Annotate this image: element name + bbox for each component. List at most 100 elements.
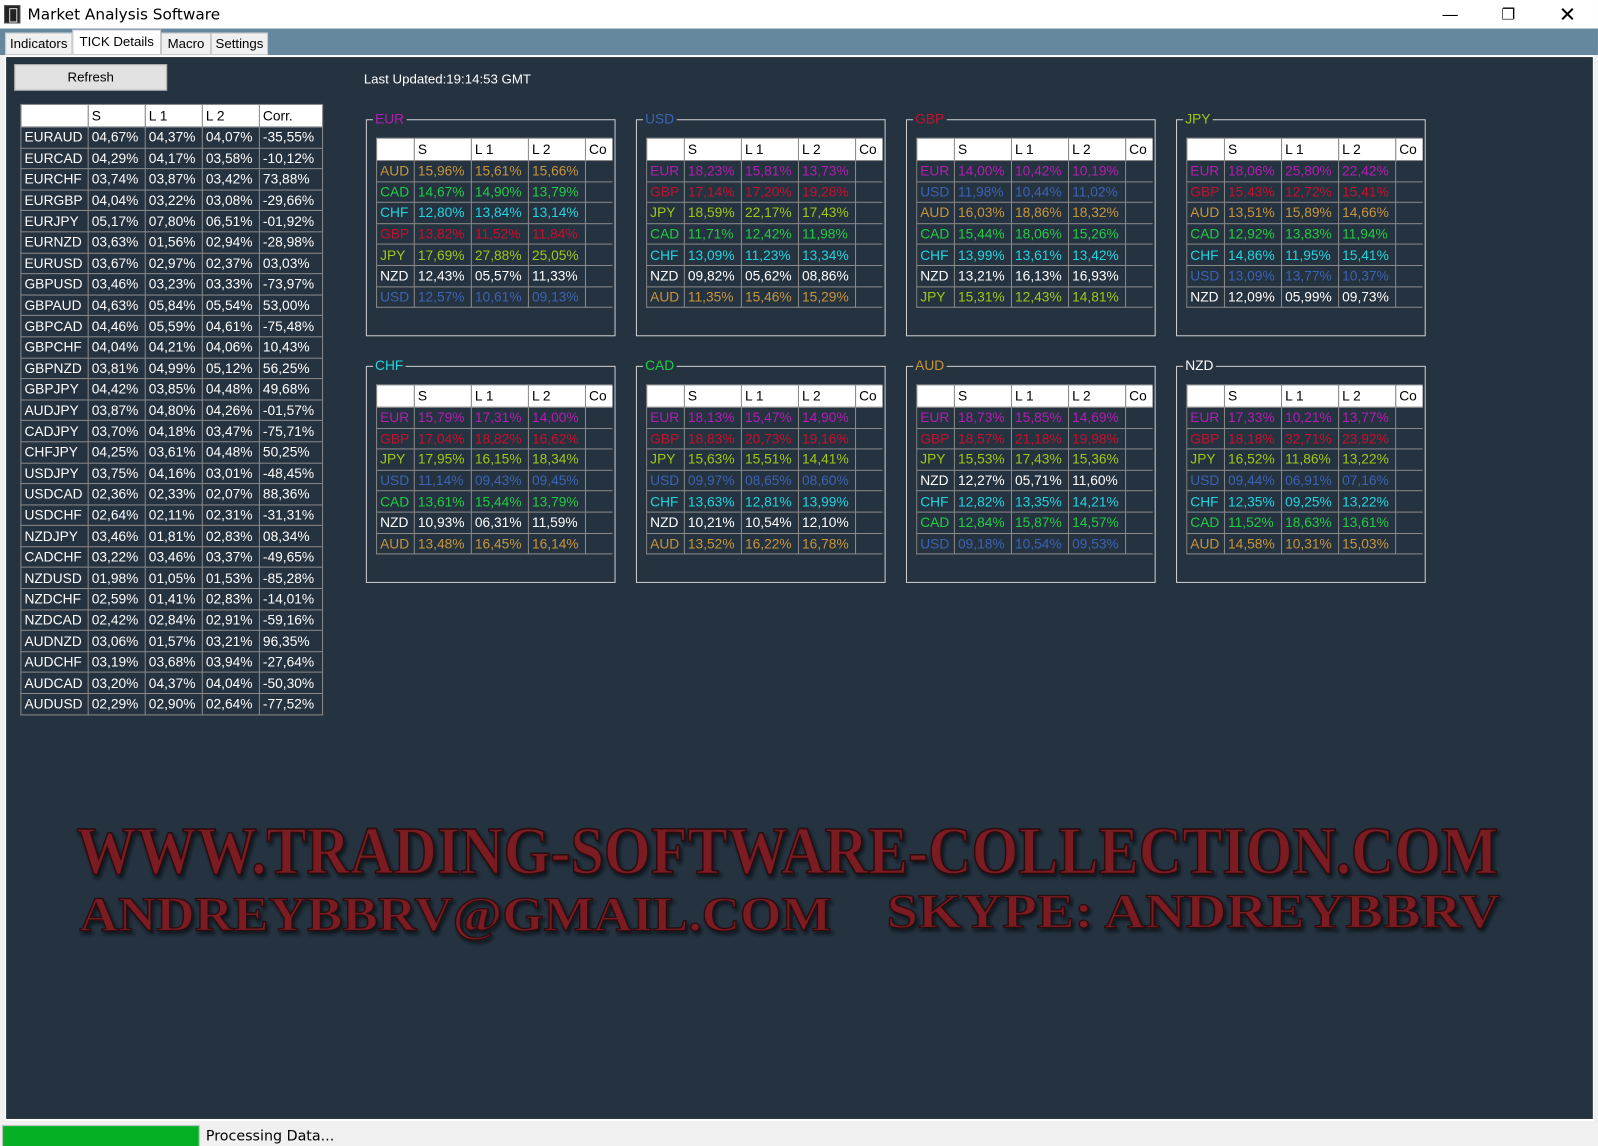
table-row[interactable]: NZD 12,43% 05,57% 11,33% bbox=[376, 264, 613, 287]
table-row[interactable]: EURUSD 03,67% 02,97% 02,37% 03,03% bbox=[20, 252, 324, 275]
table-row[interactable]: CADCHF 03,22% 03,46% 03,37% -49,65% bbox=[20, 546, 324, 569]
table-row[interactable]: GBPNZD 03,81% 04,99% 05,12% 56,25% bbox=[20, 357, 324, 380]
table-row[interactable]: CHF 13,63% 12,81% 13,99% bbox=[646, 490, 883, 513]
table-row[interactable]: GBPJPY 04,42% 03,85% 04,48% 49,68% bbox=[20, 378, 324, 401]
corr-cell bbox=[1395, 406, 1423, 429]
table-row[interactable]: NZDCAD 02,42% 02,84% 02,91% -59,16% bbox=[20, 609, 324, 632]
table-row[interactable]: EUR 17,33% 10,21% 13,77% bbox=[1186, 406, 1423, 429]
table-row[interactable]: USD 13,09% 13,77% 10,37% bbox=[1186, 264, 1423, 287]
tab-settings[interactable]: Settings bbox=[210, 32, 269, 56]
table-row[interactable]: CHF 14,86% 11,95% 15,41% bbox=[1186, 243, 1423, 266]
table-row[interactable]: NZDCHF 02,59% 01,41% 02,83% -14,01% bbox=[20, 588, 324, 611]
table-row[interactable]: GBP 17,14% 17,20% 19,28% bbox=[646, 180, 883, 203]
table-row[interactable]: JPY 16,52% 11,86% 13,22% bbox=[1186, 448, 1423, 471]
table-row[interactable]: GBP 18,18% 32,71% 23,92% bbox=[1186, 427, 1423, 450]
table-row[interactable]: JPY 17,95% 16,15% 18,34% bbox=[376, 448, 613, 471]
table-row[interactable]: CHF 12,82% 13,35% 14,21% bbox=[916, 490, 1153, 513]
table-row[interactable]: CAD 11,52% 18,63% 13,61% bbox=[1186, 511, 1423, 534]
table-row[interactable]: USD 11,98% 10,44% 11,02% bbox=[916, 180, 1153, 203]
table-row[interactable]: GBPCHF 04,04% 04,21% 04,06% 10,43% bbox=[20, 336, 324, 359]
table-row[interactable]: AUD 13,48% 16,45% 16,14% bbox=[376, 532, 613, 555]
table-row[interactable]: GBPAUD 04,63% 05,84% 05,54% 53,00% bbox=[20, 294, 324, 317]
table-row[interactable]: EUR 18,13% 15,47% 14,90% bbox=[646, 406, 883, 429]
table-row[interactable]: GBP 18,57% 21,18% 19,98% bbox=[916, 427, 1153, 450]
table-row[interactable]: USDCAD 02,36% 02,33% 02,07% 88,36% bbox=[20, 483, 324, 506]
minimize-icon[interactable]: — bbox=[1442, 5, 1458, 23]
value-cell: 15,43% bbox=[1223, 180, 1283, 203]
table-row[interactable]: NZD 09,82% 05,62% 08,86% bbox=[646, 264, 883, 287]
table-row[interactable]: CAD 12,92% 13,83% 11,94% bbox=[1186, 222, 1423, 245]
table-row[interactable]: AUD 15,96% 15,61% 15,66% bbox=[376, 160, 613, 182]
table-row[interactable]: AUD 14,58% 10,31% 15,03% bbox=[1186, 532, 1423, 555]
table-row[interactable]: NZDUSD 01,98% 01,05% 01,53% -85,28% bbox=[20, 567, 324, 590]
table-row[interactable]: USD 09,18% 10,54% 09,53% bbox=[916, 532, 1153, 555]
currency-cell: JPY bbox=[916, 448, 955, 471]
table-row[interactable]: GBP 13,82% 11,52% 11,84% bbox=[376, 222, 613, 245]
table-row[interactable]: GBPUSD 03,46% 03,23% 03,33% -73,97% bbox=[20, 273, 324, 296]
table-row[interactable]: NZD 10,21% 10,54% 12,10% bbox=[646, 511, 883, 534]
table-row[interactable]: AUDJPY 03,87% 04,80% 04,26% -01,57% bbox=[20, 399, 324, 422]
table-row[interactable]: USD 09,97% 08,65% 08,60% bbox=[646, 469, 883, 492]
table-row[interactable]: AUDCAD 03,20% 04,37% 04,04% -50,30% bbox=[20, 672, 324, 695]
table-row[interactable]: JPY 15,63% 15,51% 14,41% bbox=[646, 448, 883, 471]
table-row[interactable]: CHF 12,35% 09,25% 13,22% bbox=[1186, 490, 1423, 513]
table-row[interactable]: CHFJPY 04,25% 03,61% 04,48% 50,25% bbox=[20, 441, 324, 464]
table-row[interactable]: EURCAD 04,29% 04,17% 03,58% -10,12% bbox=[20, 147, 324, 170]
table-row[interactable]: CAD 11,71% 12,42% 11,98% bbox=[646, 222, 883, 245]
value-cell: 17,14% bbox=[683, 180, 742, 203]
table-row[interactable]: GBP 17,04% 18,82% 16,62% bbox=[376, 427, 613, 450]
table-row[interactable]: JPY 15,31% 12,43% 14,81% bbox=[916, 285, 1153, 308]
table-row[interactable]: USDCHF 02,64% 02,11% 02,31% -31,31% bbox=[20, 504, 324, 527]
table-row[interactable]: CAD 13,61% 15,44% 13,79% bbox=[376, 490, 613, 513]
table-row[interactable]: JPY 18,59% 22,17% 17,43% bbox=[646, 201, 883, 224]
table-row[interactable]: USD 09,44% 06,91% 07,16% bbox=[1186, 469, 1423, 492]
table-row[interactable]: CHF 12,80% 13,84% 13,14% bbox=[376, 201, 613, 224]
refresh-button[interactable]: Refresh bbox=[14, 64, 168, 91]
table-row[interactable]: CADJPY 03,70% 04,18% 03,47% -75,71% bbox=[20, 420, 324, 443]
table-row[interactable]: EURGBP 04,04% 03,22% 03,08% -29,66% bbox=[20, 189, 324, 212]
table-row[interactable]: CHF 13,99% 13,61% 13,42% bbox=[916, 243, 1153, 266]
table-row[interactable]: USDJPY 03,75% 04,16% 03,01% -48,45% bbox=[20, 462, 324, 485]
table-row[interactable]: JPY 17,69% 27,88% 25,05% bbox=[376, 243, 613, 266]
table-row[interactable]: CAD 15,44% 18,06% 15,26% bbox=[916, 222, 1153, 245]
column-header: L 2 bbox=[527, 137, 586, 162]
table-row[interactable]: AUD 13,51% 15,89% 14,66% bbox=[1186, 201, 1423, 224]
table-row[interactable]: GBPCAD 04,46% 05,59% 04,61% -75,48% bbox=[20, 315, 324, 338]
table-row[interactable]: EUR 18,23% 15,81% 13,73% bbox=[646, 160, 883, 182]
table-row[interactable]: AUDCHF 03,19% 03,68% 03,94% -27,64% bbox=[20, 651, 324, 674]
table-row[interactable]: NZD 10,93% 06,31% 11,59% bbox=[376, 511, 613, 534]
table-row[interactable]: EURAUD 04,67% 04,37% 04,07% -35,55% bbox=[20, 126, 324, 149]
table-row[interactable]: AUD 13,52% 16,22% 16,78% bbox=[646, 532, 883, 555]
table-row[interactable]: CAD 14,67% 14,90% 13,79% bbox=[376, 180, 613, 203]
tab-tick-details[interactable]: TICK Details bbox=[72, 29, 162, 56]
table-row[interactable]: NZD 12,27% 05,71% 11,60% bbox=[916, 469, 1153, 492]
table-row[interactable]: CHF 13,09% 11,23% 13,34% bbox=[646, 243, 883, 266]
table-row[interactable]: JPY 15,53% 17,43% 15,36% bbox=[916, 448, 1153, 471]
table-row[interactable]: EUR 14,00% 10,42% 10,19% bbox=[916, 160, 1153, 182]
table-row[interactable]: EUR 18,06% 25,80% 22,42% bbox=[1186, 160, 1423, 182]
table-row[interactable]: EURJPY 05,17% 07,80% 06,51% -01,92% bbox=[20, 210, 324, 233]
table-row[interactable]: AUDNZD 03,06% 01,57% 03,21% 96,35% bbox=[20, 630, 324, 653]
table-row[interactable]: EURCHF 03,74% 03,87% 03,42% 73,88% bbox=[20, 168, 324, 191]
close-icon[interactable]: ✕ bbox=[1558, 3, 1576, 26]
table-row[interactable]: CAD 12,84% 15,87% 14,57% bbox=[916, 511, 1153, 534]
table-row[interactable]: USD 11,14% 09,43% 09,45% bbox=[376, 469, 613, 492]
table-row[interactable]: GBP 18,83% 20,73% 19,16% bbox=[646, 427, 883, 450]
table-row[interactable]: AUD 16,03% 18,86% 18,32% bbox=[916, 201, 1153, 224]
title-bar: Market Analysis Software — ❐ ✕ bbox=[0, 0, 1598, 29]
table-row[interactable]: USD 12,57% 10,61% 09,13% bbox=[376, 285, 613, 308]
table-row[interactable]: NZD 13,21% 16,13% 16,93% bbox=[916, 264, 1153, 287]
table-row[interactable]: EUR 15,79% 17,31% 14,00% bbox=[376, 406, 613, 429]
table-row[interactable]: NZDJPY 03,46% 01,81% 02,83% 08,34% bbox=[20, 525, 324, 548]
table-row[interactable]: AUD 11,35% 15,46% 15,29% bbox=[646, 285, 883, 308]
table-row[interactable]: AUDUSD 02,29% 02,90% 02,64% -77,52% bbox=[20, 693, 324, 716]
tab-macro[interactable]: Macro bbox=[161, 32, 211, 56]
restore-icon[interactable]: ❐ bbox=[1501, 6, 1516, 24]
column-header: Co bbox=[1125, 137, 1153, 162]
tab-indicators[interactable]: Indicators bbox=[5, 32, 73, 56]
table-row[interactable]: EUR 18,73% 15,85% 14,69% bbox=[916, 406, 1153, 429]
table-row[interactable]: GBP 15,43% 12,72% 15,41% bbox=[1186, 180, 1423, 203]
table-row[interactable]: NZD 12,09% 05,99% 09,73% bbox=[1186, 285, 1423, 308]
column-header: Co bbox=[1395, 384, 1423, 408]
table-row[interactable]: EURNZD 03,63% 01,56% 02,94% -28,98% bbox=[20, 231, 324, 254]
